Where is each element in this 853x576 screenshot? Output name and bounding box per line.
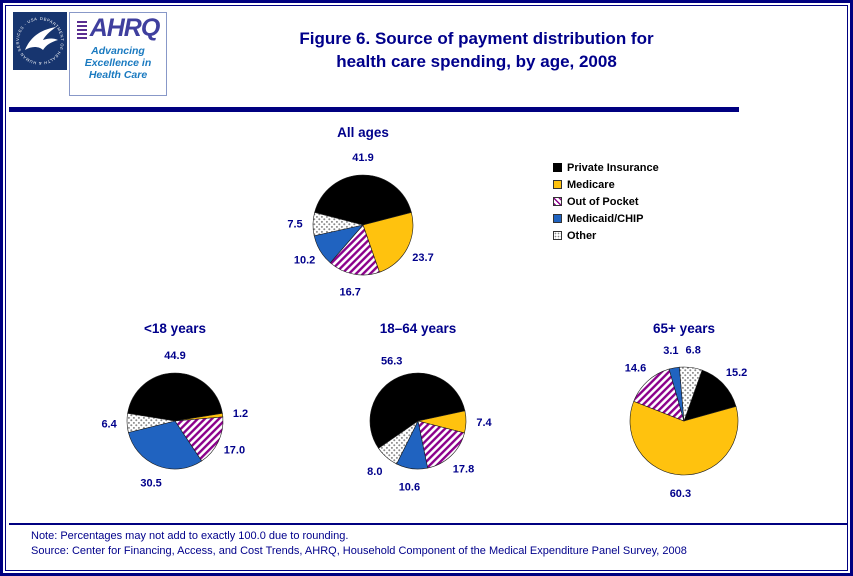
legend-swatch-other [553, 231, 562, 240]
figure-title: Figure 6. Source of payment distribution… [173, 28, 780, 74]
pie-chart-all-ages: 41.9 23.7 16.7 10.2 7.5 [273, 143, 453, 307]
pie-chart-65-plus: 15.2 60.3 14.6 3.1 6.8 [594, 339, 774, 503]
pie-value-label: 7.5 [287, 219, 302, 231]
pie-value-label: 60.3 [670, 488, 691, 500]
pie-value-label: 8.0 [367, 466, 382, 478]
pie-value-label: 44.9 [164, 350, 185, 362]
hhs-logo-icon: DEPARTMENT OF HEALTH & HUMAN SERVICES - … [13, 12, 67, 70]
legend-item-other: Other [553, 227, 659, 244]
ahrq-logo: AHRQ Advancing Excellence in Health Care [69, 12, 167, 96]
ahrq-tagline-line3: Health Care [88, 69, 148, 82]
legend-label-medicaid-chip: Medicaid/CHIP [567, 212, 644, 225]
pie-chart-under-18: 44.9 1.2 17.0 30.5 6.4 [85, 339, 265, 503]
legend-label-medicare: Medicare [567, 178, 615, 191]
legend-item-medicaid-chip: Medicaid/CHIP [553, 210, 659, 227]
ahrq-tagline-line2: Excellence in [84, 57, 152, 70]
pie-block-under-18: <18 years 44.9 1.2 17.0 30.5 6.4 [85, 321, 265, 503]
note-text: Note: Percentages may not add to exactly… [31, 530, 349, 542]
legend-label-other: Other [567, 229, 597, 242]
legend-label-private-insurance: Private Insurance [567, 161, 659, 174]
pie-slice [629, 400, 739, 476]
legend-swatch-medicaid-chip [553, 214, 562, 223]
pie-block-all-ages: All ages 41.9 23.7 16.7 10.2 7.5 [273, 125, 453, 307]
pie-value-label: 16.7 [339, 287, 360, 299]
pie-title-65-plus: 65+ years [653, 321, 715, 336]
pie-slice [679, 366, 703, 422]
pie-value-label: 14.6 [625, 363, 646, 375]
ahrq-tagline-line1: Advancing [91, 45, 145, 57]
legend: Private Insurance Medicare Out of Pocket… [553, 159, 659, 244]
pie-value-label: 6.8 [686, 344, 701, 356]
legend-item-out-of-pocket: Out of Pocket [553, 193, 659, 210]
pie-slice [417, 420, 465, 469]
pie-chart-18-64: 56.3 7.4 17.8 10.6 8.0 [328, 339, 508, 503]
pie-value-label: 56.3 [381, 355, 402, 367]
pie-value-label: 15.2 [726, 367, 747, 379]
pie-slice [633, 368, 685, 422]
pie-value-label: 17.8 [453, 464, 474, 476]
legend-item-medicare: Medicare [553, 176, 659, 193]
pie-slice [126, 412, 176, 433]
pie-value-label: 10.2 [294, 255, 315, 267]
pie-value-label: 23.7 [412, 252, 433, 264]
pie-value-label: 3.1 [663, 345, 678, 357]
legend-swatch-out-of-pocket [553, 197, 562, 206]
pie-title-all-ages: All ages [337, 125, 389, 140]
pie-slice [127, 372, 223, 422]
figure-title-line1: Figure 6. Source of payment distribution… [299, 29, 654, 48]
legend-item-private-insurance: Private Insurance [553, 159, 659, 176]
pie-block-65-plus: 65+ years 15.2 60.3 14.6 3.1 6.8 [594, 321, 774, 503]
pie-value-label: 30.5 [140, 477, 161, 489]
pie-value-label: 10.6 [399, 481, 420, 493]
pie-slice [329, 224, 380, 276]
ahrq-tagline: Advancing Excellence in Health Care [85, 45, 152, 81]
pie-value-label: 6.4 [101, 419, 117, 431]
header-rule [9, 107, 739, 112]
legend-swatch-private-insurance [553, 163, 562, 172]
pie-value-label: 41.9 [352, 152, 373, 164]
ahrq-stripes-icon [76, 18, 87, 39]
footer-rule [9, 523, 847, 525]
legend-label-out-of-pocket: Out of Pocket [567, 195, 639, 208]
legend-swatch-medicare [553, 180, 562, 189]
pie-slice [683, 369, 737, 422]
pie-value-label: 7.4 [476, 417, 492, 429]
pie-slice [378, 420, 419, 465]
pie-slice [128, 420, 203, 470]
pie-title-18-64: 18–64 years [379, 321, 457, 336]
pie-slice [174, 416, 224, 462]
hhs-eagle-icon [25, 27, 58, 50]
pie-block-18-64: 18–64 years 56.3 7.4 17.8 10.6 8.0 [328, 321, 508, 503]
pie-slice [314, 174, 412, 226]
pie-slice [362, 212, 414, 273]
pie-value-label: 17.0 [224, 445, 245, 457]
pie-value-label: 1.2 [233, 408, 248, 420]
pie-slice [312, 212, 364, 237]
ahrq-acronym: AHRQ [89, 14, 161, 42]
header-logos: DEPARTMENT OF HEALTH & HUMAN SERVICES - … [13, 12, 167, 96]
pie-slice [369, 372, 466, 449]
pie-title-under-18: <18 years [144, 321, 206, 336]
source-text: Source: Center for Financing, Access, an… [31, 545, 687, 557]
figure-title-line2: health care spending, by age, 2008 [336, 51, 617, 71]
